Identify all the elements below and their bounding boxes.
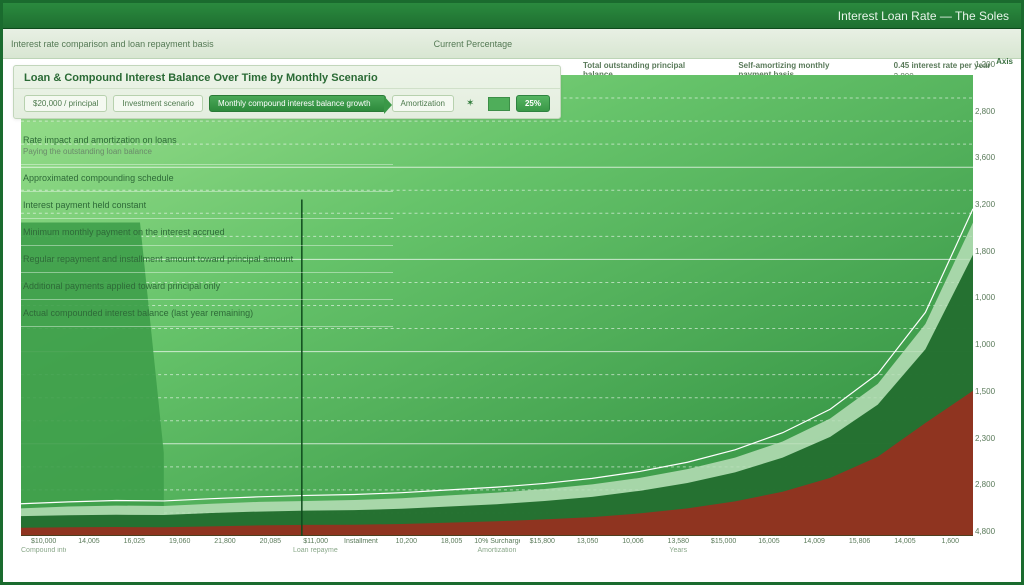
x-subtick: [837, 547, 882, 554]
side-metric-item[interactable]: Actual compounded interest balance (last…: [13, 300, 393, 327]
x-subtick: [565, 547, 610, 554]
x-subtick: Loan repayment: [293, 547, 338, 554]
x-tick: 16,005: [746, 538, 791, 545]
side-metric-item[interactable]: Regular repayment and installment amount…: [13, 246, 393, 273]
x-tick: Installment: [338, 538, 383, 545]
x-subtick: [112, 547, 157, 554]
legend-swatch: [488, 97, 510, 111]
panel-controls: $20,000 / principal Investment scenario …: [14, 89, 560, 118]
x-tick: 14,005: [66, 538, 111, 545]
x-subtick: [338, 547, 383, 554]
chip-growth-arrow[interactable]: Monthly compound interest balance growth: [209, 95, 386, 112]
x-tick: 13,050: [565, 538, 610, 545]
x-subtick: [928, 547, 973, 554]
x-tick: 21,800: [202, 538, 247, 545]
x-tick: $15,800: [520, 538, 565, 545]
side-metric-label: Regular repayment and installment amount…: [23, 254, 383, 264]
side-metric-label: Rate impact and amortization on loans: [23, 135, 383, 145]
x-subtick: [384, 547, 429, 554]
x-subtick: Amortization: [474, 547, 519, 554]
x-axis: $10,00014,00516,02519,06021,80020,085$11…: [21, 538, 973, 572]
x-tick: 1,600: [928, 538, 973, 545]
x-tick: 18,005: [429, 538, 474, 545]
x-subtick: [429, 547, 474, 554]
x-subtick: [520, 547, 565, 554]
title-bar: Interest Loan Rate — The Soles: [3, 3, 1021, 29]
side-metric-label: Additional payments applied toward princ…: [23, 281, 383, 291]
x-subtick: [792, 547, 837, 554]
x-tick: 16,025: [112, 538, 157, 545]
header-right-label: Current Percentage: [434, 39, 513, 49]
x-subtick: [610, 547, 655, 554]
header-left-label: Interest rate comparison and loan repaym…: [11, 39, 214, 49]
x-tick: $15,000: [701, 538, 746, 545]
x-tick: 19,060: [157, 538, 202, 545]
x-tick: 10,006: [610, 538, 655, 545]
chip-scenario[interactable]: Investment scenario: [113, 95, 203, 112]
side-metric-item[interactable]: Interest payment held constant: [13, 192, 393, 219]
side-metric-item[interactable]: Minimum monthly payment on the interest …: [13, 219, 393, 246]
x-ticks: $10,00014,00516,02519,06021,80020,085$11…: [21, 538, 973, 545]
panel-title: Loan & Compound Interest Balance Over Ti…: [14, 66, 560, 89]
x-subtick: [248, 547, 293, 554]
x-subtick: [746, 547, 791, 554]
header-strip: Interest rate comparison and loan repaym…: [3, 29, 1021, 59]
side-metric-label: Minimum monthly payment on the interest …: [23, 227, 383, 237]
chip-rate-badge[interactable]: 25%: [516, 95, 550, 112]
x-tick: 15,806: [837, 538, 882, 545]
x-tick: 10,200: [384, 538, 429, 545]
x-tick: 10% Surcharge: [474, 538, 519, 545]
side-metric-list: Rate impact and amortization on loans Pay…: [13, 127, 393, 327]
x-tick: 14,009: [792, 538, 837, 545]
app-frame: Interest Loan Rate — The Soles Interest …: [0, 0, 1024, 585]
side-metric-label: Interest payment held constant: [23, 200, 383, 210]
x-subtick: [66, 547, 111, 554]
page-title: Interest Loan Rate — The Soles: [838, 9, 1009, 23]
x-tick: $11,000: [293, 538, 338, 545]
side-metric-sublabel: Paying the outstanding loan balance: [23, 147, 383, 156]
x-tick: $10,000: [21, 538, 66, 545]
x-subtick: [701, 547, 746, 554]
target-icon: ✶: [464, 97, 476, 111]
y-axis-right: Axis 1,2002,8003,6003,2001,8001,0001,000…: [975, 69, 1015, 536]
chip-principal[interactable]: $20,000 / principal: [24, 95, 107, 112]
chip-amortization[interactable]: Amortization: [392, 95, 454, 112]
x-tick: 13,580: [656, 538, 701, 545]
x-tick: 14,005: [882, 538, 927, 545]
side-metric-item[interactable]: Approximated compounding schedule: [13, 165, 393, 192]
x-subtick: Compound interest and balance: [21, 547, 66, 554]
side-metric-label: Approximated compounding schedule: [23, 173, 383, 183]
x-subticks: Compound interest and balance Loan repaym…: [21, 547, 973, 554]
y-axis-unit: Axis: [996, 57, 1013, 66]
x-tick: 20,085: [248, 538, 293, 545]
side-metric-item[interactable]: Additional payments applied toward princ…: [13, 273, 393, 300]
x-subtick: [882, 547, 927, 554]
x-subtick: Years: [656, 547, 701, 554]
x-subtick: [157, 547, 202, 554]
side-metric-item[interactable]: Rate impact and amortization on loans Pay…: [13, 127, 393, 165]
x-subtick: [202, 547, 247, 554]
config-panel: Loan & Compound Interest Balance Over Ti…: [13, 65, 561, 119]
side-metric-label: Actual compounded interest balance (last…: [23, 308, 383, 318]
